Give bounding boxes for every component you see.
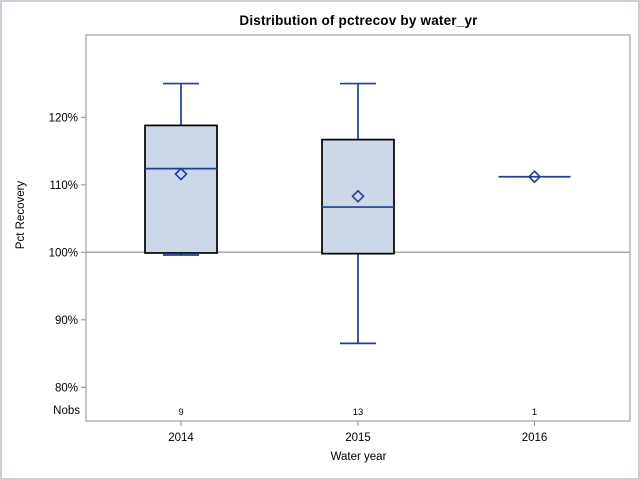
y-tick-label-110: 110% <box>49 180 78 192</box>
nobs-value-2015: 13 <box>353 407 364 418</box>
chart-title: Distribution of pctrecov by water_yr <box>239 13 478 28</box>
mean-diamond-icon-2015 <box>351 189 365 203</box>
nobs-value-2014: 9 <box>178 407 183 418</box>
nobs-value-2016: 1 <box>532 407 537 418</box>
x-tick-label-2016: 2016 <box>522 432 548 444</box>
mean-diamond-icon-2014 <box>174 167 188 181</box>
x-tick-label-2014: 2014 <box>168 432 194 444</box>
box-2015 <box>321 138 395 255</box>
y-tick-label-100: 100% <box>49 247 78 259</box>
y-tick-label-120: 120% <box>49 112 78 124</box>
y-tick-label-80: 80% <box>55 382 78 394</box>
x-axis-title: Water year <box>330 451 387 463</box>
mean-diamond-icon-2016 <box>527 170 542 184</box>
box-2014 <box>144 124 218 254</box>
nobs-row-label: Nobs <box>53 405 80 417</box>
y-tick-label-90: 90% <box>55 315 78 327</box>
x-tick-label-2015: 2015 <box>345 432 371 444</box>
